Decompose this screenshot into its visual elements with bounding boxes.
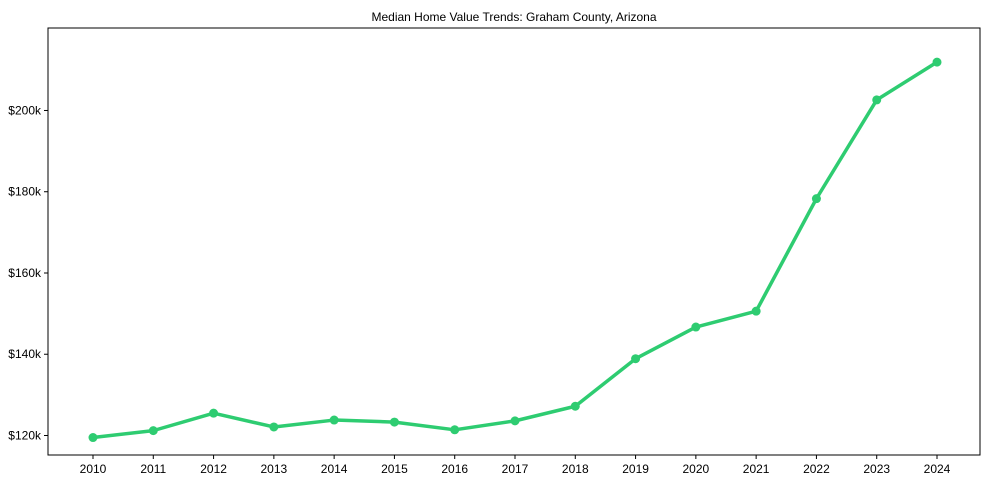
data-point xyxy=(570,401,580,411)
y-tick-label: $200k xyxy=(8,103,42,117)
data-point xyxy=(932,57,942,67)
x-tick-label: 2019 xyxy=(622,462,649,476)
data-point xyxy=(691,322,701,332)
chart-title: Median Home Value Trends: Graham County,… xyxy=(371,10,656,24)
y-tick-label: $120k xyxy=(8,428,42,442)
data-point xyxy=(389,417,399,427)
data-point xyxy=(631,354,641,364)
x-tick-label: 2016 xyxy=(441,462,468,476)
x-tick-label: 2015 xyxy=(381,462,408,476)
plot-frame xyxy=(47,27,981,456)
y-axis: $120k $140k $160k $180k $200k xyxy=(8,103,48,442)
series-line xyxy=(92,60,938,440)
x-tick-label: 2012 xyxy=(200,462,227,476)
x-tick-label: 2022 xyxy=(803,462,830,476)
data-point xyxy=(450,425,460,435)
x-tick-label: 2018 xyxy=(562,462,589,476)
data-point xyxy=(269,422,279,432)
x-tick-label: 2011 xyxy=(140,462,166,476)
x-tick-label: 2021 xyxy=(743,462,770,476)
data-point xyxy=(209,408,219,418)
x-tick-label: 2024 xyxy=(924,462,951,476)
data-point xyxy=(510,416,520,426)
x-tick-label: 2010 xyxy=(80,462,107,476)
y-tick-label: $180k xyxy=(8,185,42,199)
y-tick-label: $140k xyxy=(8,347,42,361)
x-axis: 2010 2011 2012 2013 2014 2015 2016 2017 2018 2019… xyxy=(80,455,951,476)
data-point xyxy=(751,306,761,316)
x-tick-label: 2017 xyxy=(502,462,529,476)
x-tick-label: 2020 xyxy=(683,462,710,476)
data-point xyxy=(148,426,158,436)
data-point xyxy=(329,415,339,425)
data-point xyxy=(872,95,882,105)
x-tick-label: 2014 xyxy=(321,462,348,476)
y-tick-label: $160k xyxy=(8,266,42,280)
data-point xyxy=(811,194,821,204)
x-tick-label: 2013 xyxy=(261,462,288,476)
x-tick-label: 2023 xyxy=(863,462,890,476)
data-point xyxy=(88,433,98,443)
series-group xyxy=(88,57,942,443)
